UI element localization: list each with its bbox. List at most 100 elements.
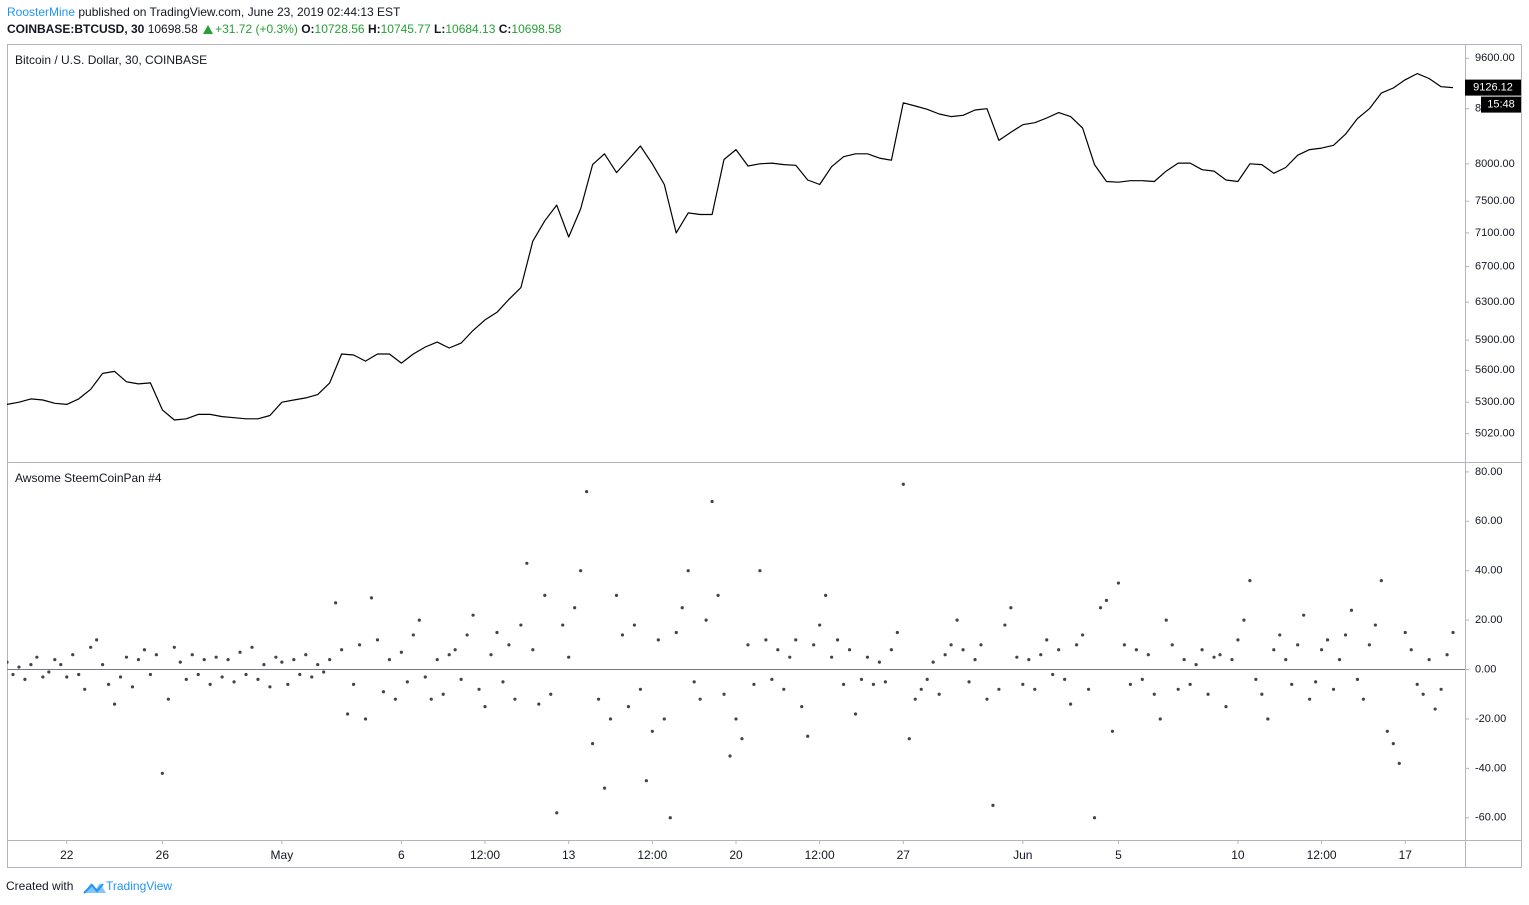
tv-logo[interactable] [83,883,106,894]
indicator-dot [531,648,535,652]
indicator-dot [160,771,164,775]
indicator-dot [764,638,768,642]
indicator-dot [997,687,1001,691]
indicator-dot [1367,643,1371,647]
x-tick-label: Jun [1013,848,1032,862]
indicator-dot [1200,648,1204,652]
indicator-dot [429,697,433,701]
symbol: COINBASE:BTCUSD, 30 [7,22,145,36]
indicator-dot [405,680,409,684]
indicator-dot [513,697,517,701]
indicator-dot [680,606,684,610]
ohlc-label: L: [434,22,446,36]
indicator-dot [1051,672,1055,677]
indicator-dot [1086,687,1091,691]
pane-title: Bitcoin / U.S. Dollar, 30, COINBASE [15,53,207,67]
indicator-dot [590,742,595,746]
indicator-dot [871,682,876,686]
indicator-dot [830,655,834,659]
indicator-dot [83,687,87,691]
indicator-dot [573,606,577,610]
indicator-dot [483,704,487,709]
indicator-dot [668,816,672,820]
indicator-dot [585,490,589,494]
logo-line [83,883,104,894]
indicator-dot [1230,658,1234,662]
indicator-dot [794,638,798,642]
indicator-dot [340,648,344,652]
indicator-dot [1314,680,1318,684]
indicator-dot [375,638,380,642]
indicator-dot [925,677,929,682]
x-tick-label: 27 [897,848,911,862]
ohlc-label: H: [367,22,381,36]
indicator-dot [614,593,619,598]
y-tick-label: 5300.00 [1475,396,1515,408]
indicator-dot [859,677,864,682]
indicator-dot [776,648,780,652]
indicator-dot [1409,648,1413,652]
x-tick-label: 26 [156,848,170,862]
indicator-dot [1104,598,1109,602]
indicator-dot [985,697,989,701]
change: +31.72 (+0.3%) [215,22,298,36]
indicator-dot [1057,648,1061,652]
y-tick-label: 6700.00 [1475,260,1515,272]
indicator-dot [369,596,374,600]
x-tick-label: 12:00 [1307,848,1337,862]
indicator-dot [310,675,314,679]
x-tick-label: 12:00 [637,848,667,862]
indicator-dot [35,655,39,659]
indicator-dot [316,662,320,667]
indicator-dot [1397,761,1401,766]
footer-brand[interactable]: TradingView [106,879,172,893]
indicator-dot [1284,658,1288,662]
indicator-dot [877,660,882,664]
author[interactable]: RoosterMine [7,5,76,19]
indicator-dot [1140,677,1144,682]
indicator-dot [399,650,403,654]
indicator-dot [1308,697,1312,701]
indicator-dot [1098,606,1103,610]
indicator-dot [124,655,129,659]
indicator-dot [53,658,57,662]
indicator-dot [334,601,338,605]
indicator-dot [393,697,398,701]
indicator-dot [268,685,272,689]
indicator-dot [501,680,505,684]
indicator-dot [555,811,559,815]
indicator-dot [148,672,153,677]
indicator-dot [1158,717,1162,721]
indicator-dot [537,702,541,706]
indicator-dot [818,623,822,627]
indicator-dot [178,660,182,664]
indicator-dot [626,704,631,709]
indicator-dot [1164,618,1168,622]
indicator-dot [650,729,654,733]
indicator-dot [698,697,702,701]
indicator-dot [1236,638,1240,642]
chart-frame [7,44,1522,868]
indicator-dot [782,687,786,691]
footer-created: Created with [6,879,73,893]
indicator-dot [1152,692,1156,696]
indicator-dot [1063,677,1067,682]
indicator-dot [770,677,774,682]
indicator-dot [1021,682,1025,686]
y-tick-label: 6300.00 [1475,296,1515,308]
x-tick-label: 17 [1399,848,1413,862]
indicator-dot [1373,623,1377,627]
indicator-dot [489,653,493,657]
indicator-dot [1003,623,1007,627]
indicator-dot [710,499,714,504]
indicator-dot [280,660,284,664]
indicator-dot [1212,655,1216,659]
indicator-dot [453,648,457,652]
x-tick-label: 13 [562,848,576,862]
indicator-dot [1039,653,1043,657]
indicator-dot [411,633,415,637]
indicator-dot [106,682,111,686]
indicator-dot [746,643,750,647]
indicator-dot [250,645,254,649]
